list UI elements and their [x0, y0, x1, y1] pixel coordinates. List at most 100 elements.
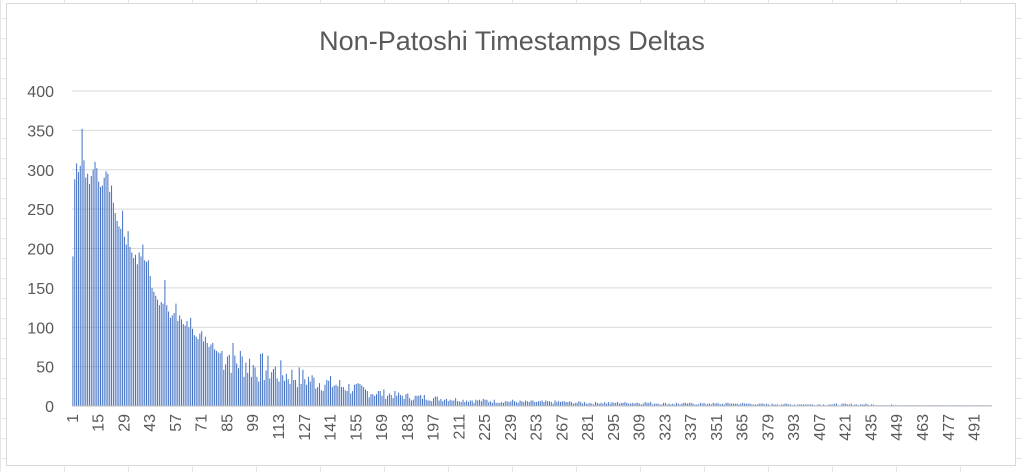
bar — [729, 403, 731, 406]
bar — [626, 402, 628, 406]
bar — [204, 336, 206, 406]
bar — [554, 400, 556, 406]
bar — [440, 398, 442, 406]
bar — [341, 387, 343, 406]
bar — [758, 403, 760, 406]
bar — [149, 276, 151, 406]
bar — [891, 404, 893, 406]
bar — [786, 403, 788, 406]
bar — [184, 325, 186, 406]
bar — [92, 169, 94, 406]
y-tick-label: 350 — [27, 123, 54, 140]
bar — [788, 404, 790, 406]
bar — [311, 375, 313, 406]
bar — [151, 287, 153, 407]
bar — [594, 402, 596, 406]
bar — [144, 260, 146, 406]
bar — [777, 404, 779, 406]
x-tick-label: 1 — [65, 414, 82, 423]
bar — [427, 400, 429, 406]
x-tick-label: 155 — [348, 414, 365, 441]
bar — [720, 404, 722, 406]
x-tick-label: 295 — [606, 414, 623, 441]
bar — [536, 402, 538, 406]
x-tick-label: 99 — [245, 414, 262, 432]
bar — [433, 398, 435, 407]
bar — [464, 402, 466, 406]
x-tick-label: 15 — [91, 414, 108, 432]
bar — [162, 303, 164, 407]
bar — [307, 376, 309, 406]
bar — [425, 399, 427, 406]
bar — [405, 394, 407, 406]
x-tick-label: 379 — [760, 414, 777, 441]
bar — [699, 402, 701, 406]
bar — [438, 400, 440, 406]
bar — [153, 291, 155, 406]
bar — [100, 187, 102, 406]
bar — [287, 379, 289, 406]
bar — [232, 343, 234, 406]
bar — [629, 403, 631, 406]
gridlines — [72, 90, 992, 368]
bar — [366, 391, 368, 406]
bar — [456, 401, 458, 406]
bar — [576, 402, 578, 406]
bar — [512, 399, 514, 406]
bar — [712, 402, 714, 406]
bar — [548, 401, 550, 406]
bar — [714, 403, 716, 406]
bar — [644, 402, 646, 406]
bar — [657, 403, 659, 406]
y-tick-label: 0 — [45, 399, 54, 416]
bar — [709, 403, 711, 406]
bar — [488, 402, 490, 406]
bar — [698, 404, 700, 406]
bar — [736, 403, 738, 406]
bar — [449, 399, 451, 406]
bar — [607, 402, 609, 406]
bar — [328, 380, 330, 406]
bar — [760, 403, 762, 406]
bar — [195, 336, 197, 406]
bar — [85, 177, 87, 407]
bar — [392, 398, 394, 407]
bar — [120, 228, 122, 406]
x-tick-label: 225 — [477, 414, 494, 441]
bar — [87, 173, 89, 406]
bar — [797, 404, 799, 406]
bar — [422, 398, 424, 406]
bar — [528, 402, 530, 406]
bar — [129, 246, 131, 406]
bar — [333, 385, 335, 406]
bar — [208, 346, 210, 406]
bar — [845, 403, 847, 406]
bar — [493, 399, 495, 406]
x-tick-label: 309 — [632, 414, 649, 441]
bar — [168, 311, 170, 406]
x-tick-label: 421 — [838, 414, 855, 441]
y-axis-tick-labels: 0 50 100 150 200 250 300 350 400 — [27, 84, 54, 416]
x-tick-label: 393 — [786, 414, 803, 441]
x-tick-label: 169 — [374, 414, 391, 441]
bar — [732, 403, 734, 406]
bar — [394, 391, 396, 406]
bar — [123, 236, 125, 406]
x-tick-label: 281 — [580, 414, 597, 441]
bar — [475, 399, 477, 406]
y-tick-label: 400 — [27, 84, 54, 101]
bar — [374, 395, 376, 406]
bar — [306, 384, 308, 406]
bar — [173, 313, 175, 406]
bar — [547, 401, 549, 406]
bar — [234, 355, 236, 406]
chart-object[interactable]: Non-Patoshi Timestamps Deltas 0 50 100 150 2… — [6, 3, 1016, 466]
bar — [672, 403, 674, 406]
bar — [385, 398, 387, 406]
bar — [295, 380, 297, 406]
bar — [226, 356, 228, 406]
bar — [683, 402, 685, 406]
x-axis-tick-labels: 1 15 29 43 57 71 85 99 113 127 141 155 169 183 197 211 2… — [65, 414, 984, 441]
bar — [639, 403, 641, 406]
bar — [252, 365, 254, 406]
